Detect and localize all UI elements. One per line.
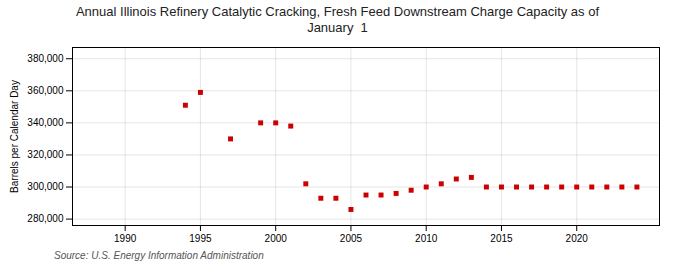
svg-text:380,000: 380,000: [27, 53, 64, 64]
svg-text:2000: 2000: [265, 233, 288, 244]
html-text:Source: U.S. Energy Informatio: Source: U.S. Energy Information Administ…: [54, 250, 264, 262]
svg-text:300,000: 300,000: [27, 181, 64, 192]
svg-text:2005: 2005: [340, 233, 363, 244]
svg-text:Barrels per Calendar Day: Barrels per Calendar Day: [9, 80, 20, 193]
svg-text:2020: 2020: [566, 233, 589, 244]
svg-text:280,000: 280,000: [27, 213, 64, 224]
svg-text:360,000: 360,000: [27, 85, 64, 96]
svg-text:2015: 2015: [490, 233, 513, 244]
svg-text:340,000: 340,000: [27, 117, 64, 128]
html-text:Annual Illinois Refinery Catal: Annual Illinois Refinery Catalytic Crack…: [75, 4, 600, 35]
svg-text:1995: 1995: [189, 233, 212, 244]
svg-text:2010: 2010: [415, 233, 438, 244]
svg-text:1990: 1990: [114, 233, 137, 244]
svg-text:320,000: 320,000: [27, 149, 64, 160]
